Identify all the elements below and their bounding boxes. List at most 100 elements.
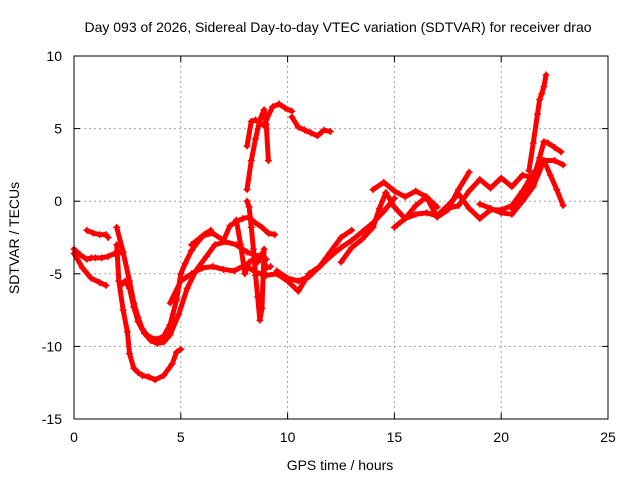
data-point [177,345,185,353]
data-point [243,248,251,256]
x-tick-label: 20 [493,429,509,445]
data-point [546,171,554,179]
data-point [198,232,206,240]
x-tick-label: 15 [387,429,403,445]
data-point [369,186,377,194]
data-point [260,122,268,130]
data-point [284,274,292,282]
data-point [198,264,206,272]
data-point [175,310,183,318]
x-axis-label: GPS time / hours [287,457,394,473]
data-point [87,274,95,282]
data-point [119,248,127,256]
series-track-15 [337,188,441,266]
data-point [294,277,302,285]
data-point [275,100,283,108]
data-point [130,303,138,311]
series-track-2 [70,249,110,289]
data-point [519,190,527,198]
chart-title: Day 093 of 2026, Sidereal Day-to-day VTE… [84,19,591,35]
data-point [337,234,345,241]
data-point [348,226,356,234]
data-point [183,284,191,292]
data-point [211,241,219,249]
data-point [177,270,185,278]
data-point [134,369,142,377]
data-point [256,119,264,127]
data-point [551,143,559,151]
data-point [540,138,548,146]
data-point [412,187,420,195]
data-point [123,328,131,336]
data-point [538,90,546,98]
data-point [305,273,313,281]
plot-frame [73,55,609,420]
data-point [497,209,505,217]
data-point [320,126,328,134]
data-point [134,318,142,326]
data-point [380,178,388,186]
data-point [542,71,550,79]
data-point [243,197,251,205]
data-point [540,82,548,90]
data-point [130,364,138,372]
data-point [252,271,260,279]
data-point [96,231,104,239]
data-point [288,113,296,121]
data-point [239,215,247,223]
data-point [476,215,484,223]
data-point [271,231,279,239]
data-point [551,157,559,165]
data-point [422,193,430,201]
series-track-21 [525,71,550,175]
data-point [358,235,366,243]
x-tick-label: 25 [600,429,616,445]
series-track-13 [288,113,334,140]
axis-ticks: 0 5 10 15 20 25 -15 -10 -5 0 5 10 [42,48,616,445]
data-point [314,132,322,140]
y-tick-label: -15 [42,411,62,427]
data-point [525,167,533,175]
data-point [168,360,176,368]
data-point [113,223,121,231]
y-axis-label: SDTVAR / TECUs [6,182,22,294]
data-point [202,252,210,260]
data-point [104,252,112,260]
data-point [497,174,505,182]
data-point [369,223,377,231]
data-point [534,110,542,118]
data-point [382,188,390,196]
data-point [209,229,217,237]
data-point [245,203,253,211]
data-point [166,299,174,307]
data-point [145,373,153,381]
data-point [241,270,249,278]
x-tick-label: 0 [70,429,78,445]
data-point [519,171,527,179]
data-point [337,258,345,266]
data-point [273,267,281,275]
data-point [281,104,289,112]
y-tick-label: 10 [46,48,62,64]
data-point [160,338,168,346]
series-track-6 [117,238,270,347]
data-point [401,215,409,223]
data-point [173,348,181,356]
data-point [375,204,383,212]
data-point [102,281,110,289]
data-point [559,202,567,210]
data-point [243,142,251,150]
y-tick-label: -5 [50,266,63,282]
data-point [529,139,537,147]
data-point [390,223,398,231]
data-point [252,116,260,124]
data-point [294,287,302,295]
data-point [187,241,195,249]
data-point [209,263,217,271]
data-point [83,255,91,263]
data-point [115,277,123,285]
data-point [316,263,324,271]
data-point [433,212,441,220]
data-point [326,128,334,136]
